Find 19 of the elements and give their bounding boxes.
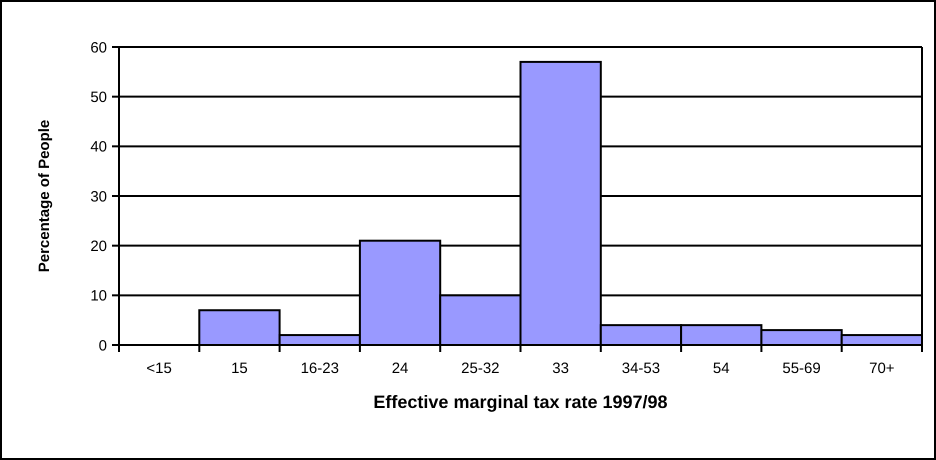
y-tick-label: 30 xyxy=(90,188,107,206)
y-tick-label: 50 xyxy=(90,88,107,106)
y-tick-label: 40 xyxy=(90,138,107,156)
x-axis-title: Effective marginal tax rate 1997/98 xyxy=(373,392,668,412)
y-tick-label: 60 xyxy=(90,39,107,56)
x-tick-label: 54 xyxy=(712,360,730,377)
x-tick-label: 15 xyxy=(231,360,248,377)
x-tick-label: 33 xyxy=(552,360,569,377)
x-tick-label: 34-53 xyxy=(622,360,660,377)
y-axis-title: Percentage of People xyxy=(36,120,53,272)
y-tick-label: 0 xyxy=(98,337,107,354)
x-tick-label: 55-69 xyxy=(782,360,821,377)
x-tick-label: 70+ xyxy=(869,360,895,377)
x-tick-label: 16-23 xyxy=(300,360,339,377)
x-tick-label: 25-32 xyxy=(461,360,500,377)
y-tick-label: 20 xyxy=(90,238,107,255)
y-tick-label: 10 xyxy=(90,288,107,305)
x-tick-label: 24 xyxy=(392,360,408,377)
x-tick-label: <15 xyxy=(146,360,172,377)
